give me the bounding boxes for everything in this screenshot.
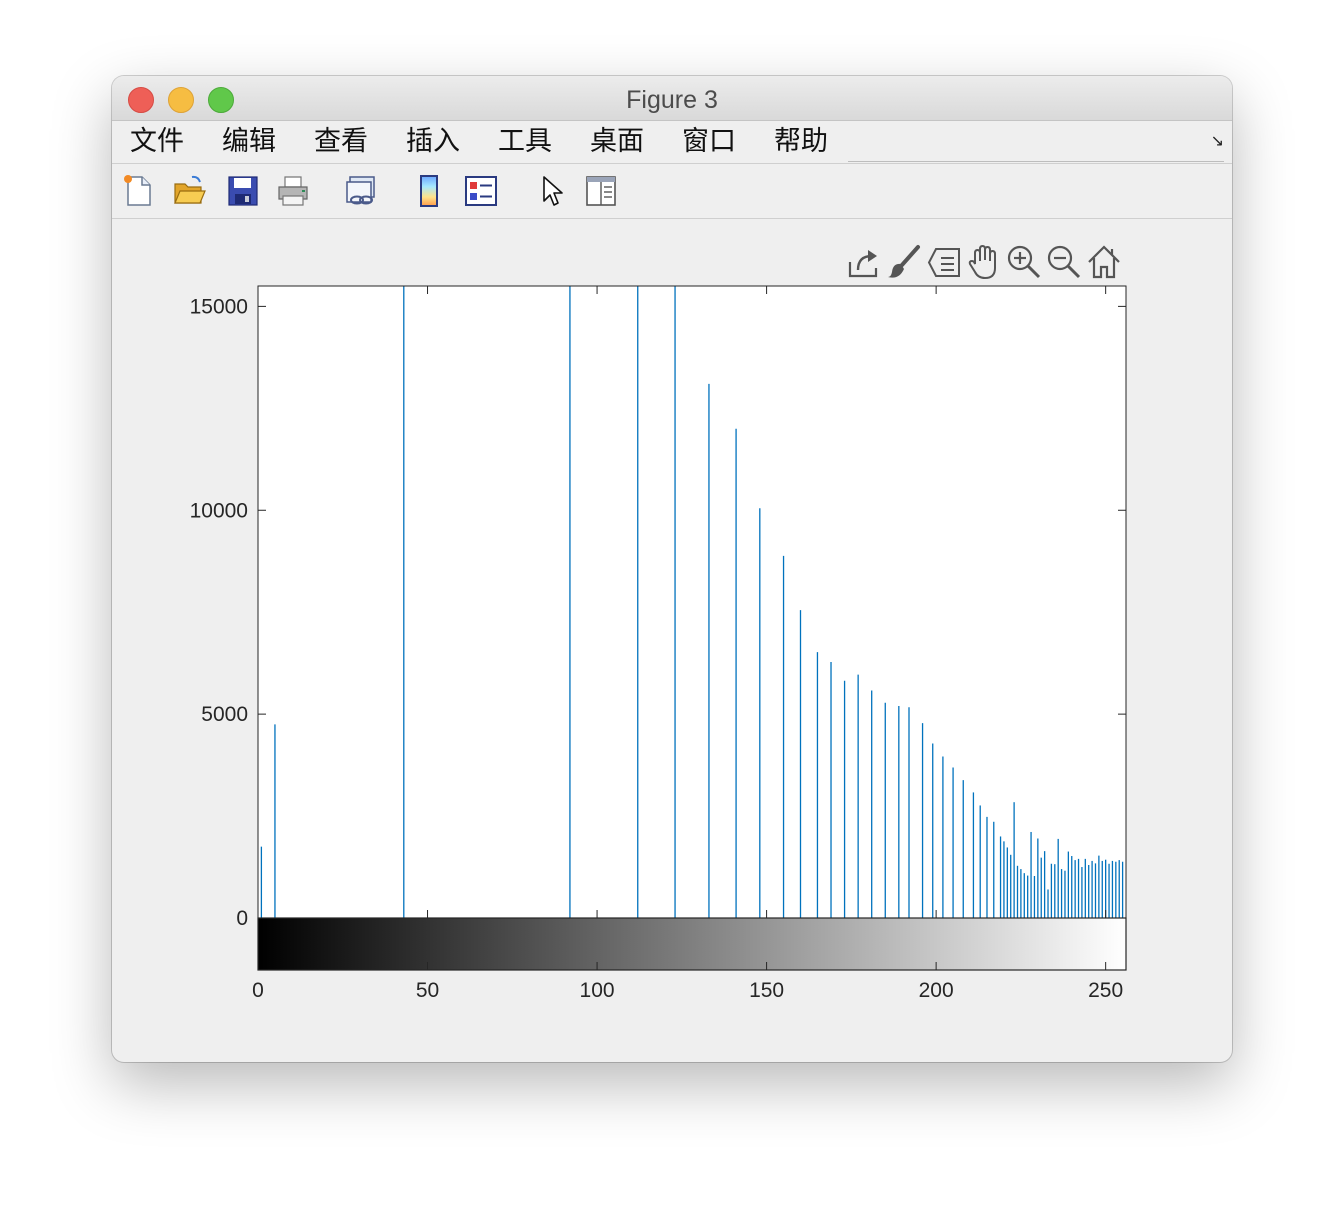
x-tick-label: 150 <box>749 979 784 1002</box>
figure-toolbar <box>112 164 1232 219</box>
property-inspector-icon[interactable] <box>584 174 618 208</box>
zoom-in-icon[interactable] <box>1006 244 1042 280</box>
y-tick-label: 0 <box>236 907 248 930</box>
menu-view[interactable]: 查看 <box>314 126 368 157</box>
new-figure-icon[interactable] <box>122 174 156 208</box>
brush-icon[interactable] <box>886 244 922 280</box>
pointer-icon[interactable] <box>536 174 570 208</box>
datatip-icon[interactable] <box>926 244 962 280</box>
y-tick-label: 5000 <box>201 703 248 726</box>
minimize-button[interactable] <box>168 87 194 113</box>
legend-icon[interactable] <box>464 174 498 208</box>
menu-edit[interactable]: 编辑 <box>222 126 276 157</box>
colorbar-icon[interactable] <box>412 174 446 208</box>
x-tick-label: 250 <box>1088 979 1123 1002</box>
maximize-button[interactable] <box>208 87 234 113</box>
menu-window[interactable]: 窗口 <box>682 126 736 157</box>
title-bar[interactable]: Figure 3 <box>112 76 1232 121</box>
print-icon[interactable] <box>276 174 310 208</box>
menu-divider <box>848 161 1224 162</box>
menu-insert[interactable]: 插入 <box>406 126 460 157</box>
y-tick-label: 15000 <box>190 295 248 318</box>
home-icon[interactable] <box>1086 244 1122 280</box>
save-icon[interactable] <box>226 174 260 208</box>
link-plot-icon[interactable] <box>344 174 378 208</box>
grayscale-colorbar <box>257 917 1127 971</box>
menu-help[interactable]: 帮助 <box>774 126 828 157</box>
x-tick-label: 0 <box>252 979 264 1002</box>
menu-desktop[interactable]: 桌面 <box>590 126 644 157</box>
open-file-icon[interactable] <box>172 174 206 208</box>
x-tick-label: 50 <box>416 979 439 1002</box>
window-title: Figure 3 <box>626 86 718 114</box>
y-tick-label: 10000 <box>190 499 248 522</box>
pan-hand-icon[interactable] <box>966 244 1002 280</box>
histogram-chart: 0 5000 10000 15000 0 50 100 150 200 250 <box>190 285 1127 1002</box>
x-tick-label: 100 <box>580 979 615 1002</box>
zoom-out-icon[interactable] <box>1046 244 1082 280</box>
menu-tools[interactable]: 工具 <box>498 126 552 157</box>
x-tick-label: 200 <box>919 979 954 1002</box>
plot-area[interactable] <box>258 286 1126 918</box>
menu-file[interactable]: 文件 <box>130 126 184 157</box>
menu-bar: 文件 编辑 查看 插入 工具 桌面 窗口 帮助 ↘ <box>112 121 1232 164</box>
figure-window: Figure 3 文件 编辑 查看 插入 工具 桌面 窗口 帮助 ↘ <box>112 76 1232 1062</box>
export-icon[interactable] <box>846 244 882 280</box>
close-button[interactable] <box>128 87 154 113</box>
dock-arrow-icon[interactable]: ↘ <box>1210 133 1224 150</box>
